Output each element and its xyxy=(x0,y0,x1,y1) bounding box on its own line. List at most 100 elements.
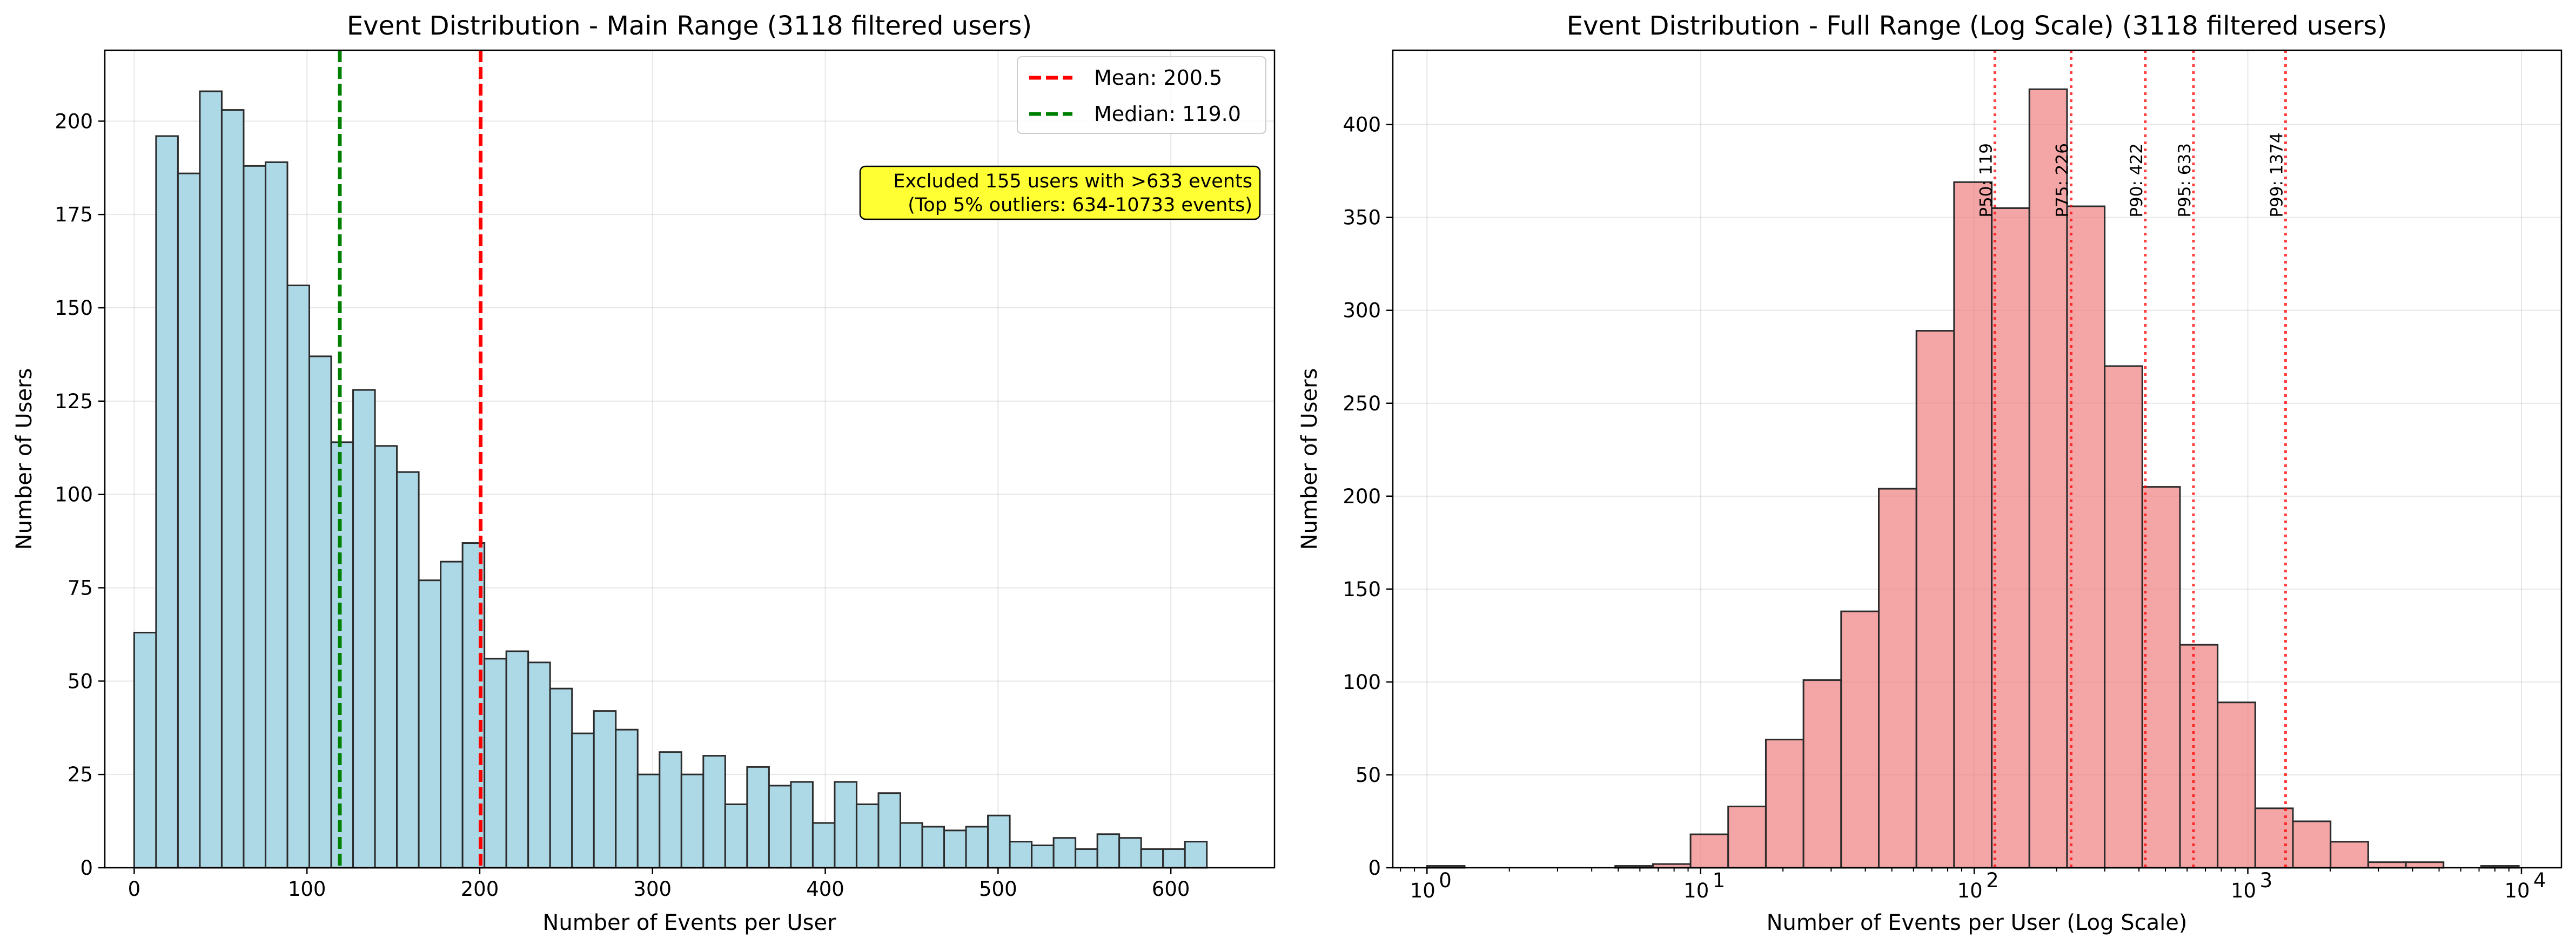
y-tick-label: 25 xyxy=(68,763,93,786)
left-y-axis-label: Number of Users xyxy=(12,368,37,550)
histogram-bar xyxy=(1727,805,1767,869)
left-reference-lines xyxy=(338,50,483,868)
histogram-bar xyxy=(636,773,661,869)
annotation-box xyxy=(859,165,1261,220)
percentile-label: P95: 633 xyxy=(2175,143,2195,218)
histogram-bar xyxy=(1765,739,1804,869)
left-histogram-bars xyxy=(133,90,1208,869)
x-tick-label: 300 xyxy=(633,877,672,901)
histogram-bar xyxy=(220,109,245,869)
right-x-axis-label: Number of Events per User (Log Scale) xyxy=(1767,910,2188,935)
histogram-bar xyxy=(374,445,398,869)
histogram-bar xyxy=(177,172,201,869)
percentile-label: P50: 119 xyxy=(1976,143,1996,218)
annotation-line-1: Excluded 155 users with >633 events xyxy=(893,171,1252,192)
y-tick-label: 400 xyxy=(1343,113,1381,137)
percentile-label: P99: 1374 xyxy=(2267,132,2286,217)
histogram-bar xyxy=(308,355,332,869)
histogram-bar xyxy=(1184,841,1208,869)
histogram-bar xyxy=(155,135,179,869)
histogram-bar xyxy=(440,561,464,869)
histogram-bar xyxy=(943,829,967,869)
y-tick-label: 150 xyxy=(1343,578,1381,601)
histogram-bar xyxy=(855,803,880,869)
x-tick-label: 10 xyxy=(1957,879,1983,902)
histogram-bar xyxy=(1031,845,1055,869)
histogram-bar xyxy=(2104,365,2143,869)
y-tick-label: 50 xyxy=(1356,764,1381,787)
histogram-bar xyxy=(1991,207,2030,869)
right-plot-frame xyxy=(1392,49,2562,869)
histogram-bar xyxy=(921,826,945,869)
histogram-bar xyxy=(505,650,529,869)
histogram-bar xyxy=(2141,486,2181,869)
right-y-ticks: 0 50 100 150 200 250 300 350 400 xyxy=(1343,113,1393,880)
histogram-bar xyxy=(264,161,289,869)
full-range-log-histogram: P50: 119 P75: 226 P90: 422 P95: 633 P99: 137… xyxy=(1297,11,2562,935)
histogram-bar xyxy=(659,751,682,869)
histogram-bar xyxy=(199,90,223,869)
y-tick-label: 0 xyxy=(80,856,93,880)
left-plot-frame xyxy=(104,49,1276,869)
histogram-bar xyxy=(2066,205,2106,869)
histogram-bar xyxy=(352,389,376,869)
right-x-ticks: 10 0 10 1 10 2 10 3 10 4 xyxy=(1400,868,2546,902)
histogram-bar xyxy=(834,781,857,869)
y-tick-label: 350 xyxy=(1343,206,1381,229)
histogram-bar xyxy=(1162,848,1186,869)
y-tick-label: 200 xyxy=(1343,485,1381,508)
histogram-bar xyxy=(2292,820,2332,869)
y-tick-label: 100 xyxy=(1343,671,1381,694)
right-y-axis-label: Number of Users xyxy=(1297,368,1322,550)
right-percentile-lines: P50: 119 P75: 226 P90: 422 P95: 633 P99: 137… xyxy=(1976,50,2287,868)
histogram-bar xyxy=(593,710,617,869)
x-tick-exponent: 3 xyxy=(2260,869,2273,892)
main-range-histogram: 0 100 200 300 400 500 600 0 25 50 75 100 125 150 175 2… xyxy=(12,11,1276,935)
left-chart-title: Event Distribution - Main Range (3118 fi… xyxy=(347,11,1032,41)
histogram-bar xyxy=(243,165,266,869)
legend-mean-label: Mean: 200.5 xyxy=(1094,66,1222,90)
histogram-bar xyxy=(1052,837,1077,869)
histogram-bar xyxy=(768,785,792,869)
histogram-bar xyxy=(1953,181,1993,869)
histogram-bar xyxy=(527,661,551,869)
y-tick-label: 75 xyxy=(68,577,93,600)
y-tick-label: 300 xyxy=(1343,299,1381,322)
y-tick-label: 250 xyxy=(1343,392,1381,415)
right-chart-title: Event Distribution - Full Range (Log Sca… xyxy=(1567,11,2387,41)
left-x-ticks: 0 100 200 300 400 500 600 xyxy=(128,868,1190,901)
histogram-bar xyxy=(1096,833,1121,869)
legend-median-label: Median: 119.0 xyxy=(1094,102,1241,126)
y-tick-label: 0 xyxy=(1368,856,1381,880)
histogram-bar xyxy=(899,822,923,869)
right-histogram-bars xyxy=(1426,88,2520,869)
x-tick-label: 10 xyxy=(1683,879,1709,902)
x-tick-label: 0 xyxy=(128,877,141,901)
x-tick-label: 10 xyxy=(2231,879,2256,902)
histogram-bar xyxy=(1140,848,1164,869)
histogram-bar xyxy=(965,826,989,869)
histogram-bar xyxy=(1840,610,1880,869)
histogram-bar xyxy=(2179,644,2219,869)
histogram-bar xyxy=(680,773,705,869)
x-tick-label: 400 xyxy=(806,877,844,901)
x-tick-exponent: 0 xyxy=(1439,869,1452,892)
histogram-bar xyxy=(702,755,726,869)
x-tick-exponent: 1 xyxy=(1713,869,1726,892)
histogram-bar xyxy=(746,766,770,869)
histogram-bar xyxy=(549,687,573,869)
histogram-bar xyxy=(2028,88,2068,869)
left-legend: Mean: 200.5 Median: 119.0 xyxy=(1017,56,1266,134)
histogram-bar xyxy=(790,781,814,869)
left-x-axis-label: Number of Events per User xyxy=(542,910,836,935)
histogram-bar xyxy=(2217,701,2256,869)
histogram-bar xyxy=(1802,679,1842,869)
y-tick-label: 125 xyxy=(55,390,93,413)
y-tick-label: 100 xyxy=(55,483,93,507)
y-tick-label: 50 xyxy=(68,670,93,693)
percentile-label: P75: 226 xyxy=(2052,143,2072,218)
x-tick-label: 500 xyxy=(979,877,1017,901)
histogram-bar xyxy=(484,658,507,869)
histogram-bar xyxy=(418,579,442,869)
